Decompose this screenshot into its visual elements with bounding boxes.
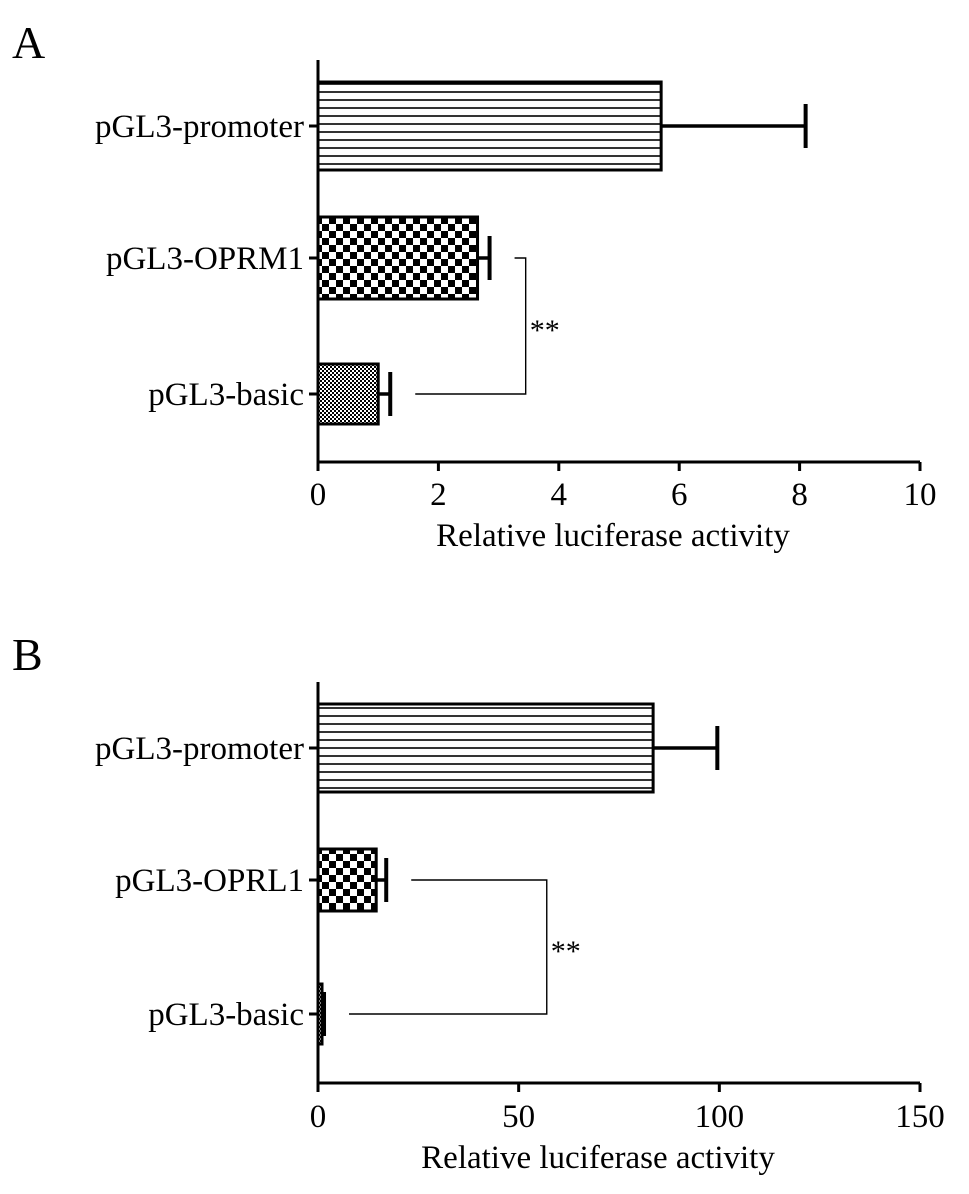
bar-pgl3-promoter bbox=[316, 80, 663, 172]
category-label: pGL3-basic bbox=[148, 997, 304, 1033]
bar-pgl3-basic bbox=[316, 982, 324, 1046]
x-tick-label: 50 bbox=[502, 1099, 535, 1135]
significance-bracket bbox=[349, 879, 548, 1015]
panel-letter-a: A bbox=[12, 17, 45, 68]
x-tick-label: 4 bbox=[551, 477, 568, 513]
x-tick-label: 150 bbox=[895, 1099, 945, 1135]
category-label: pGL3-OPRL1 bbox=[115, 863, 304, 899]
bar-pgl3-basic bbox=[316, 362, 380, 426]
category-label: pGL3-promoter bbox=[95, 109, 304, 145]
x-tick-label: 100 bbox=[695, 1099, 745, 1135]
bar-pgl3-oprm1 bbox=[316, 215, 480, 301]
significance-label: ** bbox=[551, 935, 581, 968]
significance-bracket bbox=[415, 257, 527, 395]
x-tick-label: 10 bbox=[904, 477, 937, 513]
category-label: pGL3-OPRM1 bbox=[106, 241, 304, 277]
x-axis-title-b: Relative luciferase activity bbox=[421, 1140, 775, 1176]
x-tick-label: 0 bbox=[310, 1099, 327, 1135]
bar-pgl3-promoter bbox=[316, 702, 655, 794]
x-tick-label: 6 bbox=[671, 477, 688, 513]
x-tick-label: 0 bbox=[310, 477, 327, 513]
bar-pgl3-oprl1 bbox=[316, 847, 378, 913]
category-label: pGL3-basic bbox=[148, 377, 304, 413]
category-label: pGL3-promoter bbox=[95, 731, 304, 767]
chart-panel-a: A Relative luciferase activity 0 2 4 6 8 10 pG… bbox=[12, 17, 937, 554]
significance-label: ** bbox=[530, 314, 560, 347]
panel-letter-b: B bbox=[12, 629, 43, 680]
x-tick-label: 8 bbox=[791, 477, 808, 513]
chart-panel-b: B Relative luciferase activity 0 50 100 150… bbox=[12, 629, 945, 1176]
x-tick-label: 2 bbox=[430, 477, 447, 513]
x-axis-title-a: Relative luciferase activity bbox=[436, 518, 790, 554]
